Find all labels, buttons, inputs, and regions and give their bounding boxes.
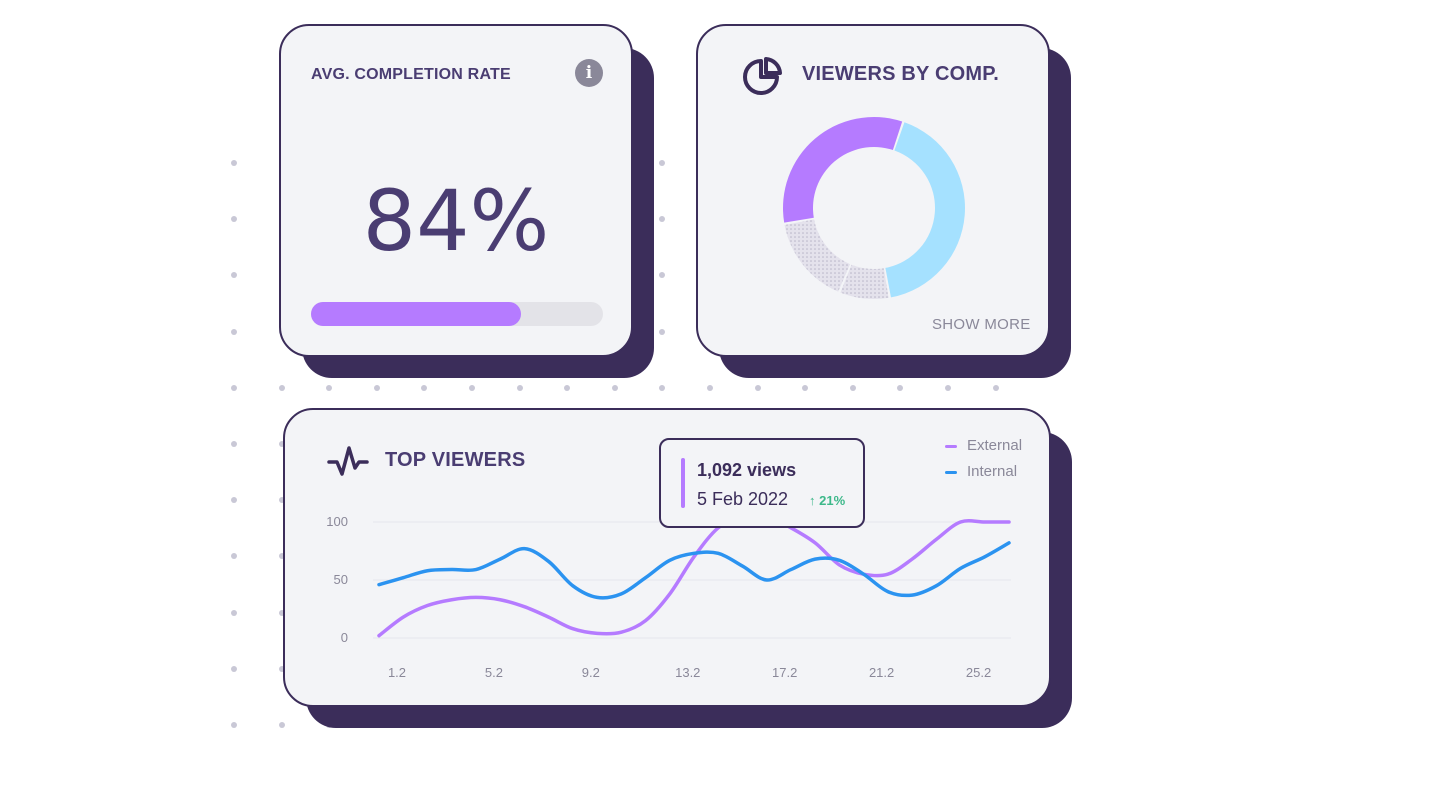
background-dot (231, 272, 237, 278)
legend-external-swatch (945, 444, 957, 448)
background-dot (231, 497, 237, 503)
completion-progress-fill (311, 302, 522, 326)
background-dot (564, 385, 570, 391)
x-tick-label: 13.2 (675, 665, 700, 680)
arrow-up-icon: ↑ (809, 493, 816, 508)
background-dot (421, 385, 427, 391)
tooltip-change: ↑ 21% (809, 493, 845, 508)
x-tick-label: 5.2 (485, 665, 503, 680)
x-tick-label: 17.2 (772, 665, 797, 680)
background-dot (231, 160, 237, 166)
x-tick-label: 21.2 (869, 665, 894, 680)
background-dot (231, 329, 237, 335)
background-dot (517, 385, 523, 391)
info-icon[interactable]: i (575, 59, 603, 87)
background-dot (993, 385, 999, 391)
background-dot (659, 272, 665, 278)
y-tick-label: 100 (326, 514, 348, 529)
legend-external[interactable]: External (945, 437, 1022, 454)
y-tick-label: 0 (341, 630, 348, 645)
tooltip-date: 5 Feb 2022 (697, 489, 789, 509)
show-more-link[interactable]: SHOW MORE (932, 316, 1031, 333)
completion-card-title: AVG. COMPLETION RATE (311, 66, 511, 83)
tooltip-change-value: 21% (819, 493, 846, 508)
background-dot (802, 385, 808, 391)
x-tick-label: 1.2 (388, 665, 406, 680)
background-dot (231, 385, 237, 391)
top-viewers-line-chart: 100 50 0 1.2 5.2 9.2 13.2 17.2 21.2 25.2 (326, 513, 1011, 680)
donut-segment[interactable] (840, 264, 889, 299)
viewers-card-title: VIEWERS BY COMP. (802, 63, 999, 85)
background-dot (469, 385, 475, 391)
tooltip-views: 1,092 views (697, 460, 797, 480)
background-dot (231, 666, 237, 672)
viewers-donut-chart (783, 116, 966, 299)
background-dot (231, 216, 237, 222)
activity-icon (327, 446, 369, 476)
background-dot (231, 722, 237, 728)
legend-internal[interactable]: Internal (945, 463, 1017, 480)
completion-rate-value: 84% (362, 172, 550, 270)
x-tick-label: 9.2 (582, 665, 600, 680)
y-tick-label: 50 (334, 572, 348, 587)
background-dot (612, 385, 618, 391)
background-dot (945, 385, 951, 391)
top-viewers-card: TOP VIEWERS External Internal 100 50 0 1.2 5… (283, 408, 1051, 707)
background-dot (231, 610, 237, 616)
background-dot (755, 385, 761, 391)
background-dot (279, 722, 285, 728)
legend-external-label: External (967, 437, 1023, 454)
pie-chart-icon (743, 57, 782, 95)
donut-segment[interactable] (783, 116, 903, 223)
viewers-card: VIEWERS BY COMP. SHOW MORE (696, 24, 1050, 357)
completion-card: AVG. COMPLETION RATE i 84% (279, 24, 633, 357)
background-dot (659, 216, 665, 222)
donut-segment[interactable] (885, 122, 966, 298)
background-dot (897, 385, 903, 391)
legend-internal-swatch (945, 470, 957, 474)
chart-tooltip: 1,092 views 5 Feb 2022 ↑ 21% (659, 438, 865, 528)
background-dot (707, 385, 713, 391)
background-dot (850, 385, 856, 391)
tooltip-color-bar (681, 458, 685, 508)
x-tick-label: 25.2 (966, 665, 991, 680)
top-viewers-title: TOP VIEWERS (385, 449, 526, 471)
background-dot (326, 385, 332, 391)
background-dot (659, 385, 665, 391)
background-dot (659, 160, 665, 166)
completion-progress-bar (311, 302, 603, 326)
donut-segment[interactable] (784, 219, 851, 292)
series-line-internal (377, 541, 1011, 600)
background-dot (231, 553, 237, 559)
background-dot (659, 329, 665, 335)
background-dot (231, 441, 237, 447)
background-dot (374, 385, 380, 391)
legend-internal-label: Internal (967, 463, 1018, 480)
background-dot (279, 385, 285, 391)
series-line-external (377, 513, 1011, 638)
